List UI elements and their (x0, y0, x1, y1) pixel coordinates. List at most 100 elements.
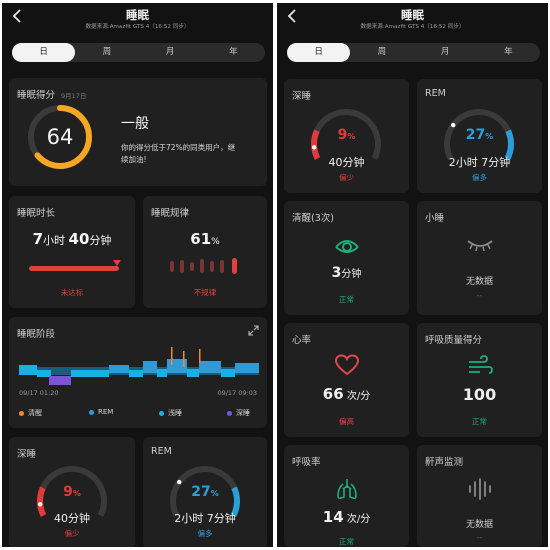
sleep-score-description: 你的得分低于72%的同类用户，继 续加油! (121, 143, 236, 164)
tab-month[interactable]: 月 (165, 47, 175, 57)
breathing-quality-card[interactable]: 呼吸质量得分 100 正常 (417, 323, 542, 437)
tab-year[interactable]: 年 (229, 47, 238, 57)
card-title: 清醒(3次) (292, 213, 334, 224)
deep-sleep-card[interactable]: 深睡 9% 40分钟 偏少 (9, 437, 135, 547)
heart-icon (335, 354, 359, 376)
card-title: 呼吸率 (292, 457, 321, 468)
chevron-left-icon (12, 9, 21, 23)
card-title: 呼吸质量得分 (425, 335, 483, 346)
deep-sleep-status: 偏少 (64, 529, 80, 538)
data-source-label: 数据来源:Amazfit GTS 4（16:52 同步） (360, 24, 465, 30)
tab-week[interactable]: 周 (102, 47, 112, 57)
data-source-label: 数据来源:Amazfit GTS 4（16:52 同步） (85, 24, 190, 30)
score-date: 9月17日 (61, 92, 87, 100)
sleep-stages-card[interactable]: 睡眠阶段 09/17 01:20 09/17 09:03 清醒 REM 浅睡 深… (9, 317, 267, 428)
gauge-fill (37, 486, 47, 517)
card-title: 睡眠阶段 (17, 329, 56, 340)
deep-sleep-percent: 9% (337, 127, 356, 143)
tab-week[interactable]: 周 (377, 47, 387, 57)
rem-gauge (170, 466, 240, 517)
wind-icon (469, 355, 493, 374)
legend-light: 浅睡 (159, 408, 182, 418)
breathing-quality-status: 正常 (472, 417, 487, 426)
awake-value: 3分钟 (331, 265, 362, 281)
regularity-bars (170, 258, 237, 274)
heart-rate-card[interactable]: 心率 66 次/分 偏高 (284, 323, 409, 437)
sleep-duration-card[interactable]: 睡眠时长 7小时 40分钟 未达标 (9, 196, 135, 308)
page-title: 睡眠 (126, 8, 149, 22)
page-title: 睡眠 (401, 8, 424, 22)
sleep-score-ring (28, 105, 92, 169)
heart-rate-value: 66 次/分 (322, 385, 371, 403)
closed-eye-icon (467, 240, 493, 252)
nap-value: 无数据 (465, 277, 493, 287)
sleep-score-card[interactable]: 睡眠得分 9月17日 64 一般 你的得分低于72%的同类用户，继 续加油! (9, 78, 267, 186)
tab-day[interactable]: 日 (12, 43, 76, 62)
lungs-icon (337, 479, 357, 500)
respiration-rate-card[interactable]: 呼吸率 14 次/分 正常 (284, 445, 409, 547)
back-button[interactable] (10, 8, 24, 24)
legend-rem: REM (89, 408, 113, 416)
sleep-screen-details: 睡眠 数据来源:Amazfit GTS 4（16:52 同步） 日 周 月 年 … (277, 3, 548, 547)
snore-monitoring-card[interactable]: 鼾声监测 无数据 -- (417, 445, 542, 547)
target-marker-icon (113, 260, 121, 266)
nap-card[interactable]: 小睡 无数据 -- (417, 201, 542, 315)
deep-sleep-duration: 40分钟 (328, 156, 365, 169)
gauge-marker (450, 122, 456, 128)
rem-card[interactable]: REM 27% 2小时 7分钟 偏多 (417, 79, 542, 193)
card-title: 睡眠时长 (17, 208, 56, 219)
sleep-score-value: 64 (46, 125, 74, 149)
period-tabs: 日 周 月 年 (287, 43, 540, 62)
duration-bar (29, 266, 119, 271)
rem-status: 偏多 (472, 173, 487, 182)
deep-sleep-status: 偏少 (339, 173, 354, 182)
card-title: 深睡 (292, 91, 312, 102)
eye-icon (335, 240, 359, 253)
back-button[interactable] (285, 8, 299, 24)
regularity-status: 不规律 (193, 288, 217, 297)
card-title: REM (425, 88, 446, 99)
rem-card[interactable]: REM 27% 2小时 7分钟 偏多 (143, 437, 267, 547)
regularity-value: 61% (190, 230, 220, 248)
duration-status: 未达标 (60, 288, 84, 297)
sleep-score-arc (28, 105, 92, 169)
legend-deep: 深睡 (227, 408, 250, 418)
deep-sleep-card[interactable]: 深睡 9% 40分钟 偏少 (284, 79, 409, 193)
gauge-marker (37, 502, 43, 507)
expand-icon[interactable] (248, 325, 259, 336)
deep-sleep-gauge (37, 466, 107, 517)
nap-dash: -- (476, 291, 483, 300)
stage-end-time: 09/17 09:03 (217, 389, 257, 397)
rem-status: 偏多 (197, 529, 213, 538)
sleep-regularity-card[interactable]: 睡眠规律 61% 不规律 (143, 196, 267, 308)
card-title: 小睡 (425, 213, 445, 224)
chevron-left-icon (287, 9, 296, 23)
gauge-marker (311, 145, 317, 150)
snore-value: 无数据 (465, 520, 493, 530)
gauge-fill (504, 129, 514, 160)
gauge-fill (230, 486, 240, 517)
card-title: 深睡 (17, 449, 37, 460)
tab-year[interactable]: 年 (504, 47, 513, 57)
card-title: 心率 (292, 335, 312, 346)
rem-percent: 27% (191, 484, 219, 500)
respiration-rate-value: 14 次/分 (322, 508, 371, 526)
awake-status: 正常 (339, 295, 354, 304)
rem-duration: 2小时 7分钟 (174, 512, 236, 525)
header: 睡眠 数据来源:Amazfit GTS 4（16:52 同步） (2, 3, 273, 39)
tab-day[interactable]: 日 (287, 43, 351, 62)
sleep-score-level: 一般 (121, 116, 149, 132)
awake-card[interactable]: 清醒(3次) 3分钟 正常 (284, 201, 409, 315)
heart-rate-status: 偏高 (339, 417, 354, 426)
deep-sleep-gauge (311, 109, 381, 160)
gauge-marker (176, 479, 182, 485)
deep-sleep-percent: 9% (63, 484, 81, 500)
legend-awake: 清醒 (19, 408, 42, 418)
respiration-rate-status: 正常 (339, 537, 354, 546)
card-title: 睡眠得分 9月17日 (17, 90, 87, 101)
stage-start-time: 09/17 01:20 (19, 389, 59, 397)
tab-month[interactable]: 月 (440, 47, 450, 57)
header: 睡眠 数据来源:Amazfit GTS 4（16:52 同步） (277, 3, 548, 39)
rem-percent: 27% (465, 127, 494, 143)
card-title: 鼾声监测 (425, 457, 464, 468)
